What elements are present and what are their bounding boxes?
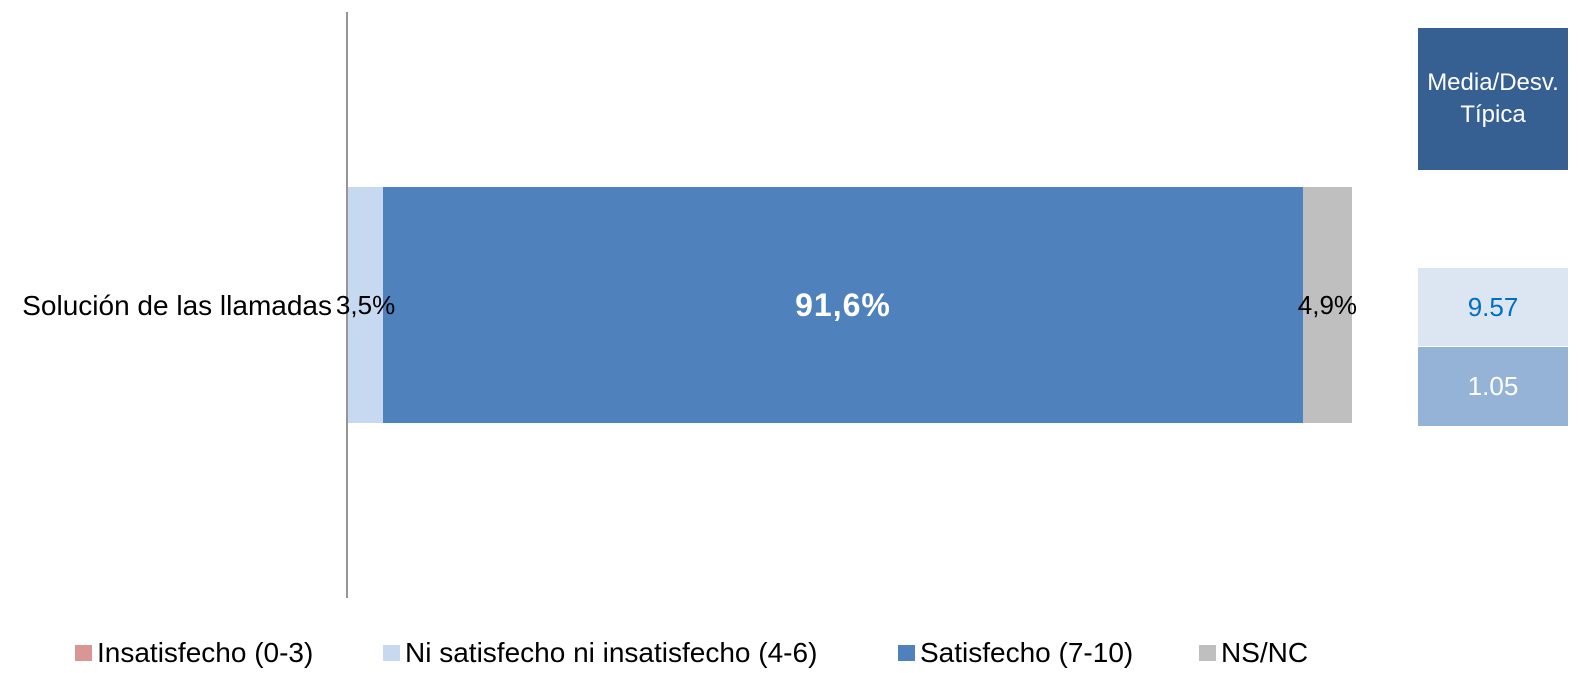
std-dev-value: 1.05 [1467,371,1519,401]
legend-item-insatisfecho: Insatisfecho (0-3) [75,636,313,670]
stats-header-cell: Media/Desv. Típica [1418,28,1568,170]
category-label: Solución de las llamadas [22,290,332,321]
mean-cell: 9.57 [1418,268,1568,346]
bar-segment-ni-satisfecho-ni-insatisfecho-4-6 [348,187,384,423]
bar-segment-ns-nc [1302,187,1352,423]
legend-item-ns-nc: NS/NC [1199,636,1308,670]
legend-swatch [898,645,915,661]
legend-swatch [1199,645,1216,661]
data-label-ns-nc: 4,9% [1297,290,1358,320]
stacked-bar: 3,5% 91,6% 4,9% [336,187,1357,423]
stats-header-label: Media/Desv. Típica [1427,69,1559,128]
data-label-satisfecho-7-10: 91,6% [795,287,891,323]
legend-item-ni-satisfecho-ni-insatisfecho: Ni satisfecho ni insatisfecho (4-6) [383,636,817,670]
legend-swatch [383,645,400,661]
mean-value: 9.57 [1467,291,1519,322]
category-axis-line [346,12,348,598]
legend-swatch [75,645,92,661]
legend-label: Insatisfecho (0-3) [97,637,314,668]
legend-label: Satisfecho (7-10) [920,637,1134,668]
legend-label: Ni satisfecho ni insatisfecho (4-6) [405,637,818,668]
bar-segment-satisfecho-7-10 [383,187,1303,423]
legend-item-satisfecho: Satisfecho (7-10) [898,636,1133,670]
std-dev-cell: 1.05 [1418,347,1568,426]
legend-label: NS/NC [1221,637,1309,668]
data-label-ni-satisfecho-ni-insatisfecho-4-6: 3,5% [335,290,396,320]
